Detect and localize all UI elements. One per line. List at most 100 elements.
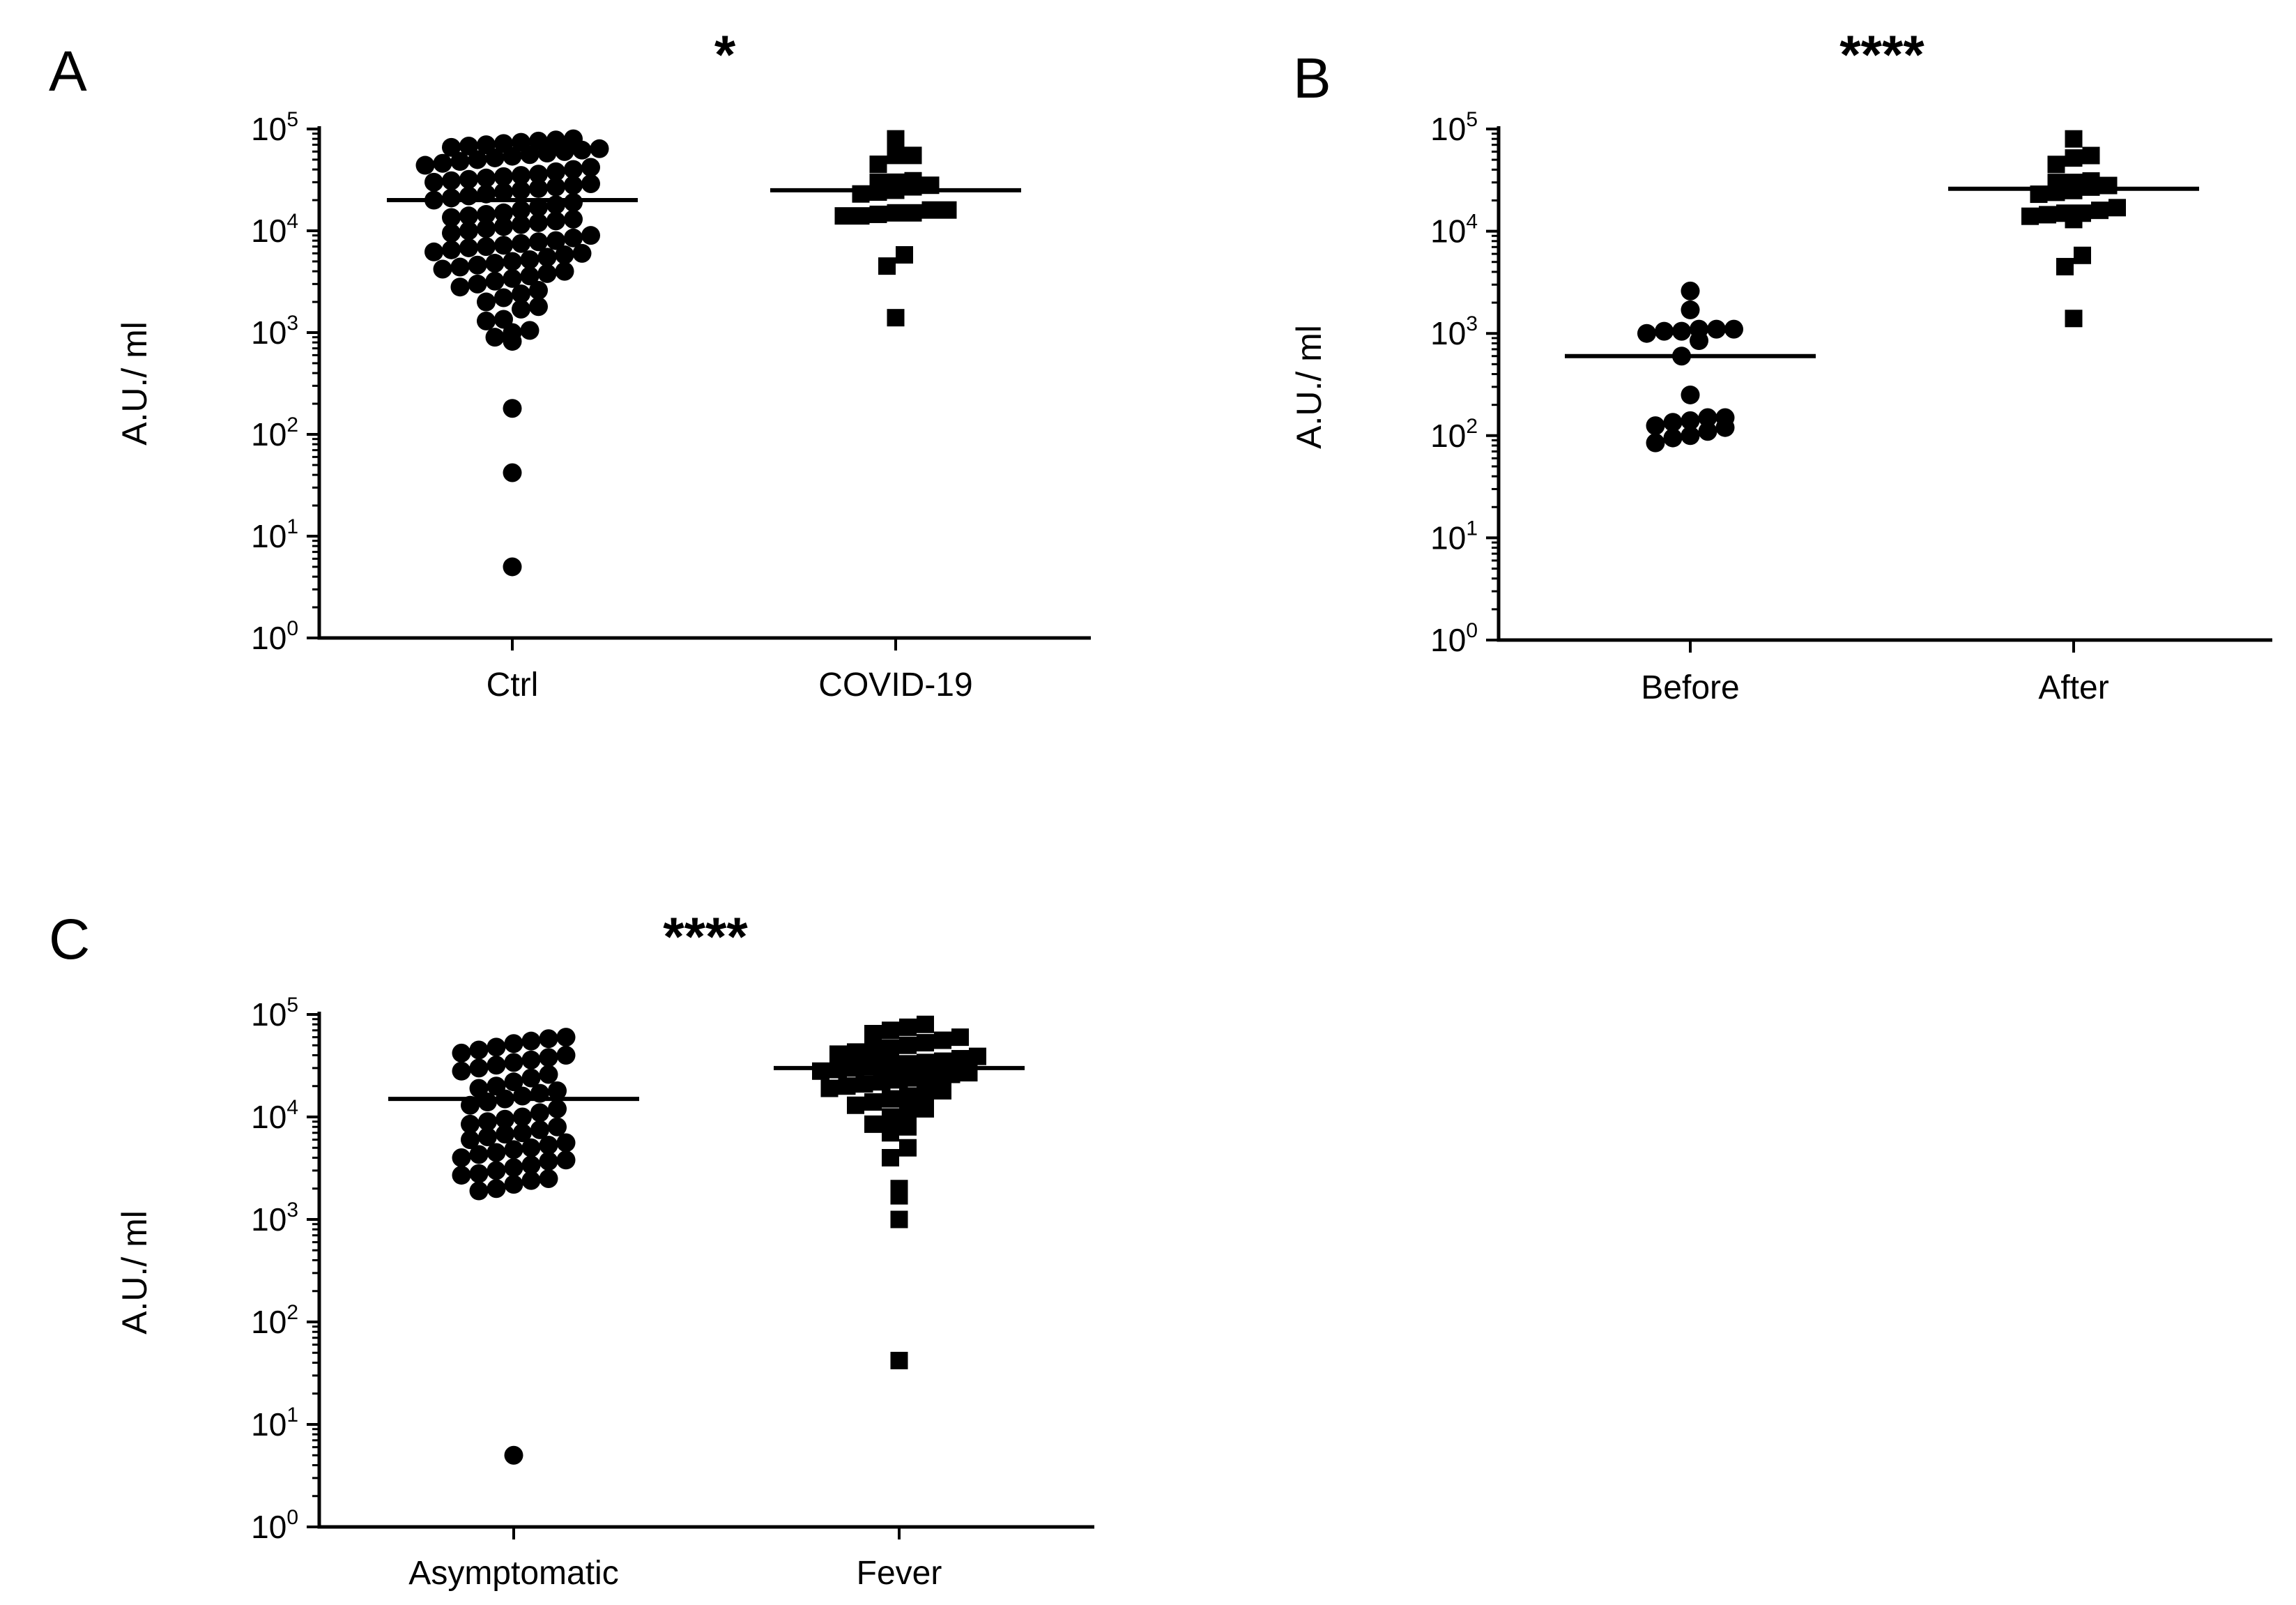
data-point-square [899,1036,917,1054]
data-point-circle [546,231,565,250]
data-point-circle [503,557,522,577]
data-point-circle [556,1028,576,1047]
data-point-circle [581,158,600,177]
data-point-square [899,1139,917,1157]
data-point-square [2099,176,2118,195]
data-point-square [890,1351,908,1369]
y-tick-label: 100 [251,617,298,656]
data-point-square [887,146,905,165]
data-point-circle [459,238,478,257]
y-tick-label: 104 [251,210,298,249]
data-point-circle [512,166,530,185]
data-point-circle [1637,324,1656,343]
data-point-square [2047,183,2065,201]
y-tick-base: 10 [1430,519,1466,556]
y-tick-base: 10 [251,620,286,656]
data-point-circle [520,266,539,286]
data-point-circle [512,181,530,200]
data-point-circle [590,139,609,158]
data-point-circle [537,248,557,267]
data-point-square [869,155,887,174]
data-point-circle [504,1175,523,1194]
y-tick-label: 100 [1430,619,1478,658]
data-point-circle [520,250,539,269]
data-point-circle [477,311,496,330]
data-point-circle [504,1445,523,1465]
data-point-circle [529,178,548,198]
data-point-circle [529,197,548,217]
data-point-square [890,1187,908,1205]
y-tick-label: 102 [251,413,298,452]
data-point-circle [539,1065,558,1084]
data-point-circle [539,1151,558,1171]
y-tick-label: 103 [1430,312,1478,351]
data-point-square [890,1210,908,1229]
data-point-circle [503,146,522,166]
panel-letter-b: B [1293,47,1331,110]
y-tick-exponent: 4 [286,210,298,233]
y-tick-base: 10 [1430,315,1466,351]
data-point-square [864,1093,882,1111]
data-point-square [2047,155,2065,174]
data-point-circle [477,292,496,312]
data-point-circle [529,297,548,317]
data-point-circle [521,1138,541,1157]
y-tick-exponent: 3 [1466,312,1478,335]
data-point-circle [1681,281,1700,301]
panel-letter-c: C [49,908,90,971]
data-point-circle [442,137,461,157]
data-point-circle [546,162,565,181]
y-tick-base: 10 [251,314,286,351]
y-tick-label: 102 [251,1301,298,1340]
data-point-circle [1663,413,1683,432]
data-point-square [882,1090,899,1108]
y-tick-exponent: 3 [286,1199,298,1222]
data-point-circle [521,1031,541,1051]
data-point-circle [469,1079,489,1098]
data-point-circle [503,252,522,271]
data-point-circle [555,142,574,161]
data-point-square [882,1039,899,1057]
data-point-circle [564,192,583,212]
data-point-circle [459,221,478,241]
data-point-circle [469,1145,489,1164]
y-tick-exponent: 5 [286,994,298,1017]
data-point-circle [520,321,539,340]
data-point-square [887,130,905,148]
y-tick-label: 105 [251,108,298,147]
data-point-circle [469,1181,489,1201]
data-point-circle [539,1048,558,1067]
data-point-circle [1724,319,1743,339]
data-point-square [882,1124,899,1142]
data-point-square [864,1041,882,1059]
y-tick-label: 103 [251,1199,298,1238]
y-tick-label: 105 [1430,108,1478,147]
data-point-circle [520,145,539,165]
y-tick-exponent: 4 [1466,211,1478,234]
data-point-circle [494,288,513,307]
data-point-circle [504,1072,523,1092]
data-point-circle [1698,422,1717,441]
data-point-circle [494,310,513,329]
y-tick-exponent: 0 [1466,619,1478,642]
data-point-square [921,201,940,219]
data-point-square [882,1148,899,1166]
data-point-circle [468,274,487,294]
data-point-circle [1646,416,1665,436]
data-point-circle [459,169,478,189]
data-point-square [2082,146,2100,165]
y-tick-exponent: 2 [1466,415,1478,438]
data-point-circle [539,1136,558,1155]
data-point-circle [442,208,461,227]
x-tick-label-asymptomatic: Asymptomatic [408,1555,618,1592]
y-tick-base: 10 [251,416,286,452]
data-point-circle [450,257,470,277]
data-point-square [852,185,870,203]
data-point-circle [450,152,470,172]
data-point-circle [1698,408,1717,427]
data-point-square [890,1071,908,1089]
data-point-circle [564,160,583,179]
data-point-square [899,1118,917,1136]
